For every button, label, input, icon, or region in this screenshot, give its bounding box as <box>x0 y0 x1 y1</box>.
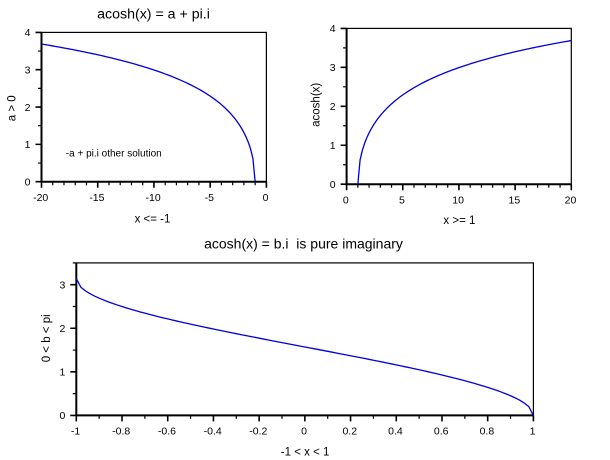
svg-text:0: 0 <box>59 410 65 422</box>
svg-text:20: 20 <box>565 194 577 206</box>
svg-text:-20: -20 <box>33 192 48 204</box>
svg-text:2: 2 <box>59 323 65 335</box>
svg-text:a > 0: a > 0 <box>7 95 19 121</box>
svg-text:0: 0 <box>330 179 336 191</box>
svg-text:1: 1 <box>59 367 65 379</box>
svg-text:0 < b < pi: 0 < b < pi <box>41 314 53 362</box>
svg-text:0: 0 <box>263 192 269 204</box>
svg-text:2: 2 <box>330 101 336 113</box>
svg-text:acosh(x) = a + pi.i: acosh(x) = a + pi.i <box>97 7 210 23</box>
svg-text:0.6: 0.6 <box>434 426 449 438</box>
svg-text:-0.2: -0.2 <box>249 426 267 438</box>
svg-text:-0.6: -0.6 <box>158 426 176 438</box>
svg-text:4: 4 <box>25 27 31 39</box>
svg-text:0: 0 <box>25 177 31 189</box>
svg-text:3: 3 <box>59 279 65 291</box>
svg-text:10: 10 <box>452 194 464 206</box>
svg-text:0: 0 <box>343 194 349 206</box>
svg-text:3: 3 <box>330 62 336 74</box>
svg-text:1: 1 <box>330 140 336 152</box>
svg-text:-0.4: -0.4 <box>204 426 222 438</box>
svg-text:-1 < x < 1: -1 < x < 1 <box>281 446 330 458</box>
svg-text:2: 2 <box>25 102 31 114</box>
svg-text:4: 4 <box>330 23 336 35</box>
svg-text:-5: -5 <box>205 192 214 204</box>
svg-text:1: 1 <box>530 426 536 438</box>
svg-text:0.2: 0.2 <box>342 426 357 438</box>
svg-text:acosh(x): acosh(x) <box>311 83 323 127</box>
svg-text:-10: -10 <box>146 192 161 204</box>
svg-text:-a + pi.i other solution: -a + pi.i other solution <box>66 149 162 160</box>
svg-text:0.8: 0.8 <box>480 426 495 438</box>
svg-text:0: 0 <box>301 426 307 438</box>
svg-text:-0.8: -0.8 <box>112 426 130 438</box>
svg-text:-1: -1 <box>71 426 80 438</box>
svg-text:-15: -15 <box>89 192 104 204</box>
svg-text:1: 1 <box>25 139 31 151</box>
svg-text:15: 15 <box>508 194 520 206</box>
svg-text:x >= 1: x >= 1 <box>443 215 475 227</box>
svg-text:0.4: 0.4 <box>388 426 403 438</box>
svg-text:5: 5 <box>399 194 405 206</box>
svg-text:acosh(x) = b.i is pure imagin: acosh(x) = b.i is pure imaginary <box>204 236 403 252</box>
svg-text:3: 3 <box>25 65 31 77</box>
svg-text:x <= -1: x <= -1 <box>135 213 171 225</box>
